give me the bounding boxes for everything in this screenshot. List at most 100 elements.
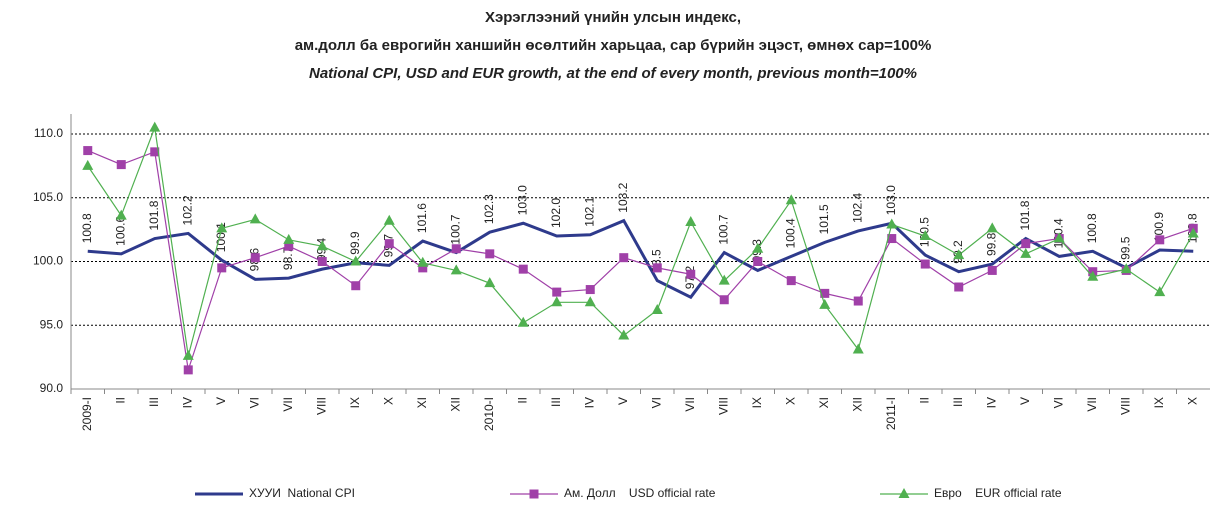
x-tick-label: X [1185, 397, 1199, 405]
marker [149, 121, 161, 132]
marker [919, 230, 931, 240]
x-tick-label: III [147, 397, 161, 407]
x-tick-label: X [783, 397, 797, 405]
x-tick-label: IX [750, 397, 764, 408]
marker [317, 257, 327, 266]
marker [283, 233, 295, 244]
data-label: 99.9 [348, 231, 362, 255]
data-label: 101.8 [147, 200, 161, 230]
marker [351, 281, 361, 291]
x-tick-label: IV [180, 397, 194, 408]
x-tick-label: XII [850, 397, 864, 412]
marker [384, 239, 394, 249]
marker [585, 285, 595, 295]
x-tick-label: VI [1051, 397, 1065, 408]
x-tick-label: XI [817, 397, 831, 408]
marker [82, 159, 94, 170]
data-label: 101.5 [817, 204, 831, 234]
x-tick-label: 2010-I [482, 397, 496, 431]
legend-label: ХУУИ National CPI [249, 486, 355, 500]
x-tick-label: 2009-I [80, 397, 94, 431]
marker [584, 296, 596, 307]
marker [819, 298, 831, 309]
data-label: 102.0 [549, 198, 563, 228]
marker [719, 295, 729, 305]
x-tick-label: V [616, 397, 630, 405]
marker [953, 249, 965, 260]
data-label: 101.8 [1018, 200, 1032, 230]
marker [618, 329, 630, 340]
marker [552, 287, 562, 297]
marker [1154, 286, 1166, 297]
marker [83, 146, 93, 156]
marker [518, 264, 528, 274]
marker [1120, 263, 1132, 274]
data-label: 102.4 [850, 193, 864, 223]
marker [250, 253, 260, 263]
y-tick-label: 100.0 [33, 254, 63, 268]
marker [316, 240, 328, 251]
marker [451, 244, 461, 254]
series-line [87, 218, 1194, 300]
marker [418, 263, 428, 273]
data-label: 100.7 [716, 214, 730, 244]
x-tick-label: VII [1085, 397, 1099, 412]
data-label: 100.8 [1085, 213, 1099, 243]
legend-marker [529, 489, 539, 499]
data-label: 102.3 [482, 194, 496, 224]
x-tick-label: VII [281, 397, 295, 412]
marker [484, 277, 496, 288]
marker [485, 249, 495, 259]
marker [216, 222, 228, 233]
marker [517, 316, 529, 327]
data-label: 103.0 [884, 185, 898, 215]
marker [1155, 235, 1165, 245]
chart-subtitle-en: National CPI, USD and EUR growth, at the… [309, 65, 917, 82]
marker [417, 256, 429, 267]
marker [217, 263, 227, 273]
x-tick-label: II [113, 397, 127, 404]
marker [619, 253, 629, 263]
marker [183, 365, 193, 375]
x-tick-label: II [515, 397, 529, 404]
marker [785, 194, 797, 205]
x-tick-label: IX [1152, 397, 1166, 408]
marker [116, 160, 126, 170]
legend-marker [898, 488, 910, 498]
marker [920, 259, 930, 269]
marker [115, 209, 127, 220]
marker [752, 242, 764, 253]
data-label: 102.2 [180, 195, 194, 225]
x-tick-label: VIII [314, 397, 328, 415]
x-tick-label: VIII [716, 397, 730, 415]
y-tick-label: 110.0 [34, 126, 63, 140]
y-tick-label: 105.0 [33, 190, 63, 204]
data-label: 99.8 [984, 232, 998, 256]
marker [753, 257, 763, 266]
y-tick-label: 95.0 [40, 317, 64, 331]
marker [284, 241, 294, 251]
marker [887, 234, 897, 244]
marker [182, 349, 194, 360]
marker [686, 269, 696, 279]
x-tick-label: IV [582, 397, 596, 408]
marker [1020, 247, 1032, 258]
x-tick-label: III [549, 397, 563, 407]
legend-label: Ам. Долл USD official rate [564, 486, 716, 500]
x-tick-label: V [1018, 397, 1032, 405]
series-line [87, 150, 1194, 371]
marker [786, 276, 796, 286]
marker [886, 218, 898, 229]
chart-subtitle: ам.долл ба еврогийн ханшийн өсөлтийн хар… [295, 37, 932, 54]
marker [651, 303, 663, 314]
data-label: 100.9 [1152, 212, 1166, 242]
data-label: 99.5 [1118, 236, 1132, 260]
x-tick-label: IX [348, 397, 362, 408]
x-tick-label: VIII [1118, 397, 1132, 415]
x-tick-label: IV [984, 397, 998, 408]
marker [853, 296, 863, 306]
marker [954, 282, 964, 292]
legend-label: Евро EUR official rate [934, 486, 1062, 500]
x-tick-label: 2011-I [884, 397, 898, 430]
marker [551, 296, 563, 307]
